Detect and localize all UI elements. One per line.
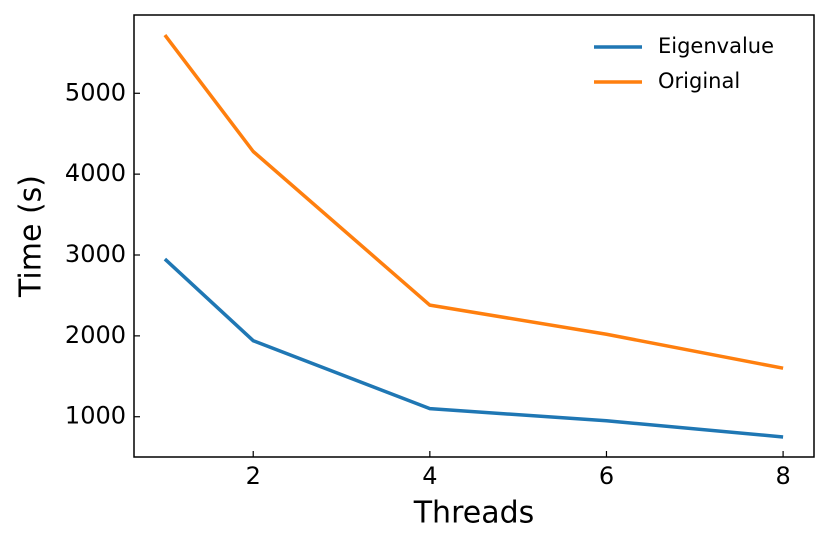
y-axis-label: Time (s)	[14, 175, 49, 298]
y-tick-label: 1000	[65, 402, 126, 430]
y-tick-label: 2000	[65, 321, 126, 349]
y-tick-label: 4000	[65, 159, 126, 187]
plot-frame	[133, 14, 815, 458]
x-axis-label: Threads	[413, 496, 535, 531]
legend-label: Original	[658, 69, 740, 93]
x-tick-label: 6	[599, 462, 614, 490]
y-tick-label: 3000	[65, 240, 126, 268]
x-tick-label: 2	[246, 462, 261, 490]
line	[163, 33, 784, 370]
legend-label: Eigenvalue	[658, 34, 774, 58]
line	[163, 257, 784, 439]
x-tick-label: 4	[422, 462, 437, 490]
y-tick-label: 5000	[65, 78, 126, 106]
x-tick-label: 8	[775, 462, 790, 490]
